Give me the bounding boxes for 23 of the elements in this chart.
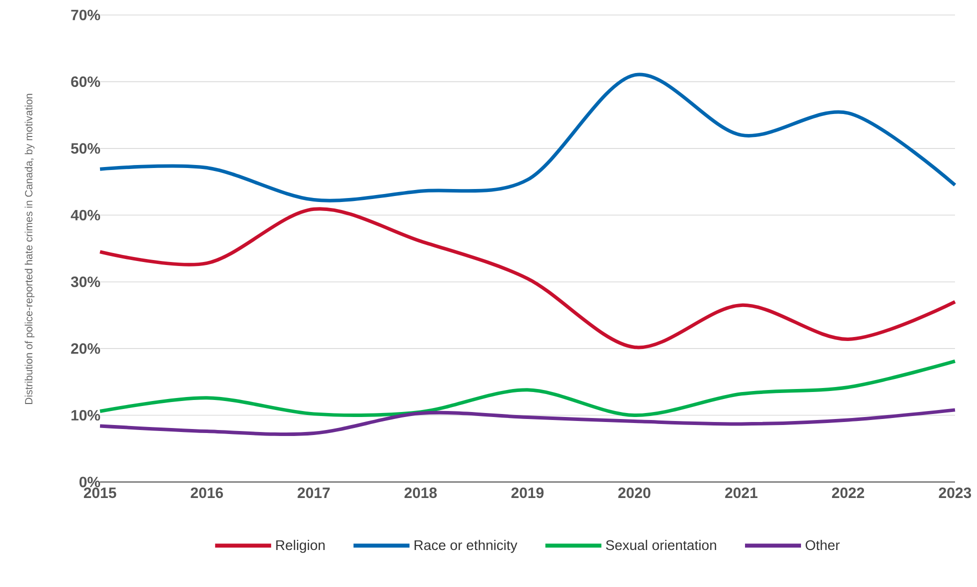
x-tick-label: 2023	[938, 488, 972, 498]
y-tick-label: 30%	[70, 276, 100, 288]
y-axis-title: Distribution of police-reported hate crimes in Canada, by motivation	[24, 94, 34, 404]
x-tick-label: 2015	[84, 488, 116, 498]
x-tick-label: 2018	[404, 488, 437, 498]
x-tick-label: 2017	[298, 488, 330, 498]
x-tick-label: 2020	[618, 488, 650, 498]
x-tick-label: 2022	[832, 488, 864, 498]
legend-label: Sexual orientation	[606, 540, 716, 550]
x-tick-label: 2019	[511, 488, 544, 498]
x-tick-label: 2016	[190, 488, 223, 498]
line-series	[98, 207, 957, 349]
y-tick-label: 40%	[70, 210, 100, 220]
y-tick-label: 20%	[71, 343, 100, 354]
legend-label: Other	[806, 540, 840, 550]
y-tick-label: 10%	[72, 410, 100, 421]
legend-label: Race or ethnicity	[414, 540, 518, 553]
y-tick-label: 0%	[79, 476, 100, 488]
y-tick-label: 50%	[71, 143, 100, 154]
x-tick-label: 2021	[725, 488, 758, 498]
y-tick-label: 70%	[71, 10, 100, 20]
y-tick-label: 60%	[71, 76, 100, 87]
legend-label: Religion	[276, 540, 325, 553]
